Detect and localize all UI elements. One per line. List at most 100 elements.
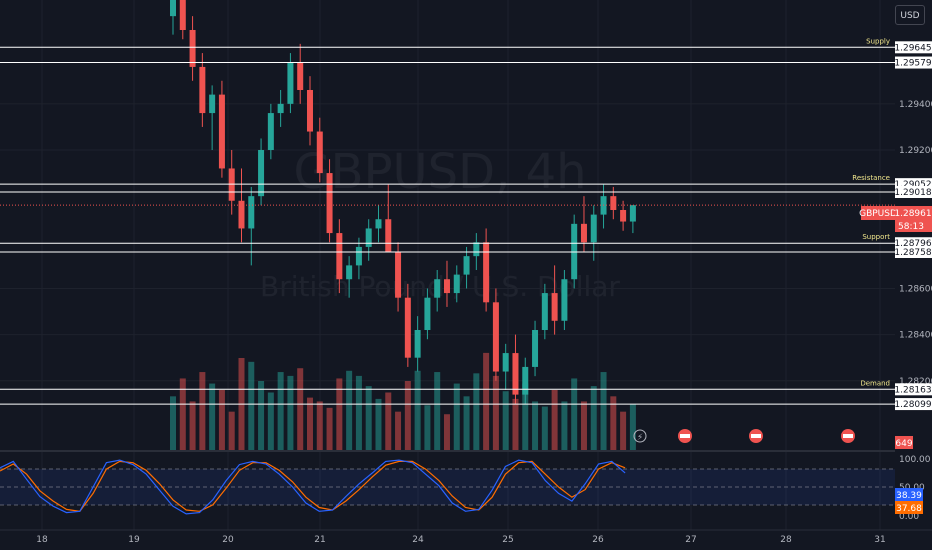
volume-bar bbox=[561, 401, 568, 450]
time-tick-label: 26 bbox=[592, 535, 604, 545]
candle-body bbox=[522, 366, 529, 395]
candle-body bbox=[512, 353, 519, 395]
candle-body bbox=[258, 150, 265, 197]
time-tick-label: 31 bbox=[874, 535, 885, 545]
volume-tag bbox=[895, 436, 913, 449]
candle-body bbox=[532, 330, 539, 367]
price-axis[interactable] bbox=[895, 0, 932, 530]
zone-label: Support bbox=[862, 233, 890, 241]
stoch-k-value: 38.39 bbox=[896, 491, 922, 501]
candle-body bbox=[355, 246, 362, 266]
zone-price-box bbox=[895, 41, 932, 54]
zone-lines: Supply Resistance Support Demand bbox=[0, 37, 895, 405]
volume-bar bbox=[532, 401, 539, 450]
candle-body bbox=[473, 242, 480, 257]
volume-bar bbox=[326, 407, 333, 450]
candle-body bbox=[209, 94, 216, 114]
volume-bar bbox=[600, 372, 607, 450]
time-tick-label: 24 bbox=[412, 535, 424, 545]
candle-body bbox=[620, 210, 627, 222]
volume-bars bbox=[170, 352, 636, 450]
volume-bar bbox=[287, 375, 294, 450]
volume-bar bbox=[316, 401, 323, 450]
zone-price-value: 1.28796 bbox=[894, 239, 931, 249]
volume-bar bbox=[258, 381, 265, 450]
flash-icon[interactable] bbox=[633, 429, 647, 443]
volume-bar bbox=[620, 411, 627, 450]
time-tick-label: 19 bbox=[128, 535, 140, 545]
candle-body bbox=[434, 279, 441, 298]
candle-body bbox=[316, 131, 323, 174]
volume-bar bbox=[297, 368, 304, 450]
candle-body bbox=[248, 196, 255, 229]
event-markers[interactable]: ⚡ bbox=[633, 429, 855, 443]
stochastic-d-line bbox=[0, 460, 626, 512]
volume-value: 649 bbox=[895, 439, 912, 449]
volume-bar bbox=[346, 370, 353, 450]
volume-bar bbox=[522, 383, 529, 450]
time-tick-label: 28 bbox=[780, 535, 792, 545]
volume-bar bbox=[228, 411, 235, 450]
candle-body bbox=[375, 219, 382, 229]
volume-bar bbox=[199, 372, 206, 450]
volume-bar bbox=[336, 378, 343, 450]
candle-body bbox=[561, 279, 568, 321]
stoch-k-tag bbox=[895, 488, 923, 501]
candle-body bbox=[287, 62, 294, 104]
candle-body bbox=[502, 353, 509, 372]
candle-body bbox=[483, 242, 490, 303]
price-grid bbox=[0, 0, 895, 530]
volume-bar bbox=[580, 401, 587, 450]
symbol-tag-name: GBPUSD bbox=[859, 209, 897, 219]
zone-label: Supply bbox=[866, 37, 890, 45]
candle-body bbox=[424, 297, 431, 330]
volume-bar bbox=[414, 370, 421, 450]
candles bbox=[170, 0, 636, 404]
volume-bar bbox=[434, 372, 441, 450]
zone-price-value: 1.29579 bbox=[894, 59, 931, 69]
volume-bar bbox=[541, 406, 548, 450]
symbol-price-tag: GBPUSD 1.28961 58:13 bbox=[859, 206, 932, 232]
bar-countdown: 58:13 bbox=[898, 222, 924, 232]
volume-bar bbox=[248, 361, 255, 450]
price-tick-label: 1.29400 bbox=[899, 100, 932, 110]
candle-body bbox=[170, 0, 176, 17]
volume-bar bbox=[610, 396, 617, 450]
candle-body bbox=[326, 173, 333, 234]
zone-price-value: 1.29052 bbox=[894, 180, 931, 190]
volume-bar bbox=[590, 386, 597, 450]
candle-body bbox=[492, 302, 499, 372]
volume-bar bbox=[267, 392, 274, 450]
zone-price-value: 1.29645 bbox=[894, 43, 931, 53]
currency-button[interactable]: USD bbox=[895, 5, 925, 25]
candle-body bbox=[414, 330, 421, 358]
candle-body bbox=[590, 214, 597, 243]
candle-body bbox=[277, 103, 284, 114]
candle-body bbox=[610, 196, 617, 210]
stoch-d-tag bbox=[895, 501, 923, 514]
candle-body bbox=[541, 293, 548, 330]
volume-bar bbox=[404, 381, 411, 450]
volume-bar bbox=[512, 398, 519, 450]
watermark-symbol: GBPUSD, 4h bbox=[293, 144, 586, 200]
candle-body bbox=[238, 200, 245, 229]
time-tick-label: 21 bbox=[314, 535, 325, 545]
time-axis[interactable]: 18 19 20 21 24 25 26 27 28 31 bbox=[36, 535, 885, 545]
candle-body bbox=[453, 274, 460, 294]
volume-bar bbox=[375, 398, 382, 450]
candle-body bbox=[189, 30, 196, 67]
volume-bar bbox=[355, 375, 362, 450]
candle-body bbox=[297, 62, 304, 90]
candle-body bbox=[463, 256, 470, 275]
candle-body bbox=[551, 293, 558, 321]
candle-body bbox=[336, 233, 343, 280]
time-tick-label: 18 bbox=[36, 535, 48, 545]
price-tick-label: 1.29200 bbox=[899, 146, 932, 156]
zone-price-box bbox=[895, 56, 932, 69]
zone-price-box bbox=[895, 398, 932, 411]
volume-bar bbox=[443, 414, 450, 450]
volume-bar bbox=[179, 378, 186, 450]
volume-bar bbox=[385, 392, 392, 450]
